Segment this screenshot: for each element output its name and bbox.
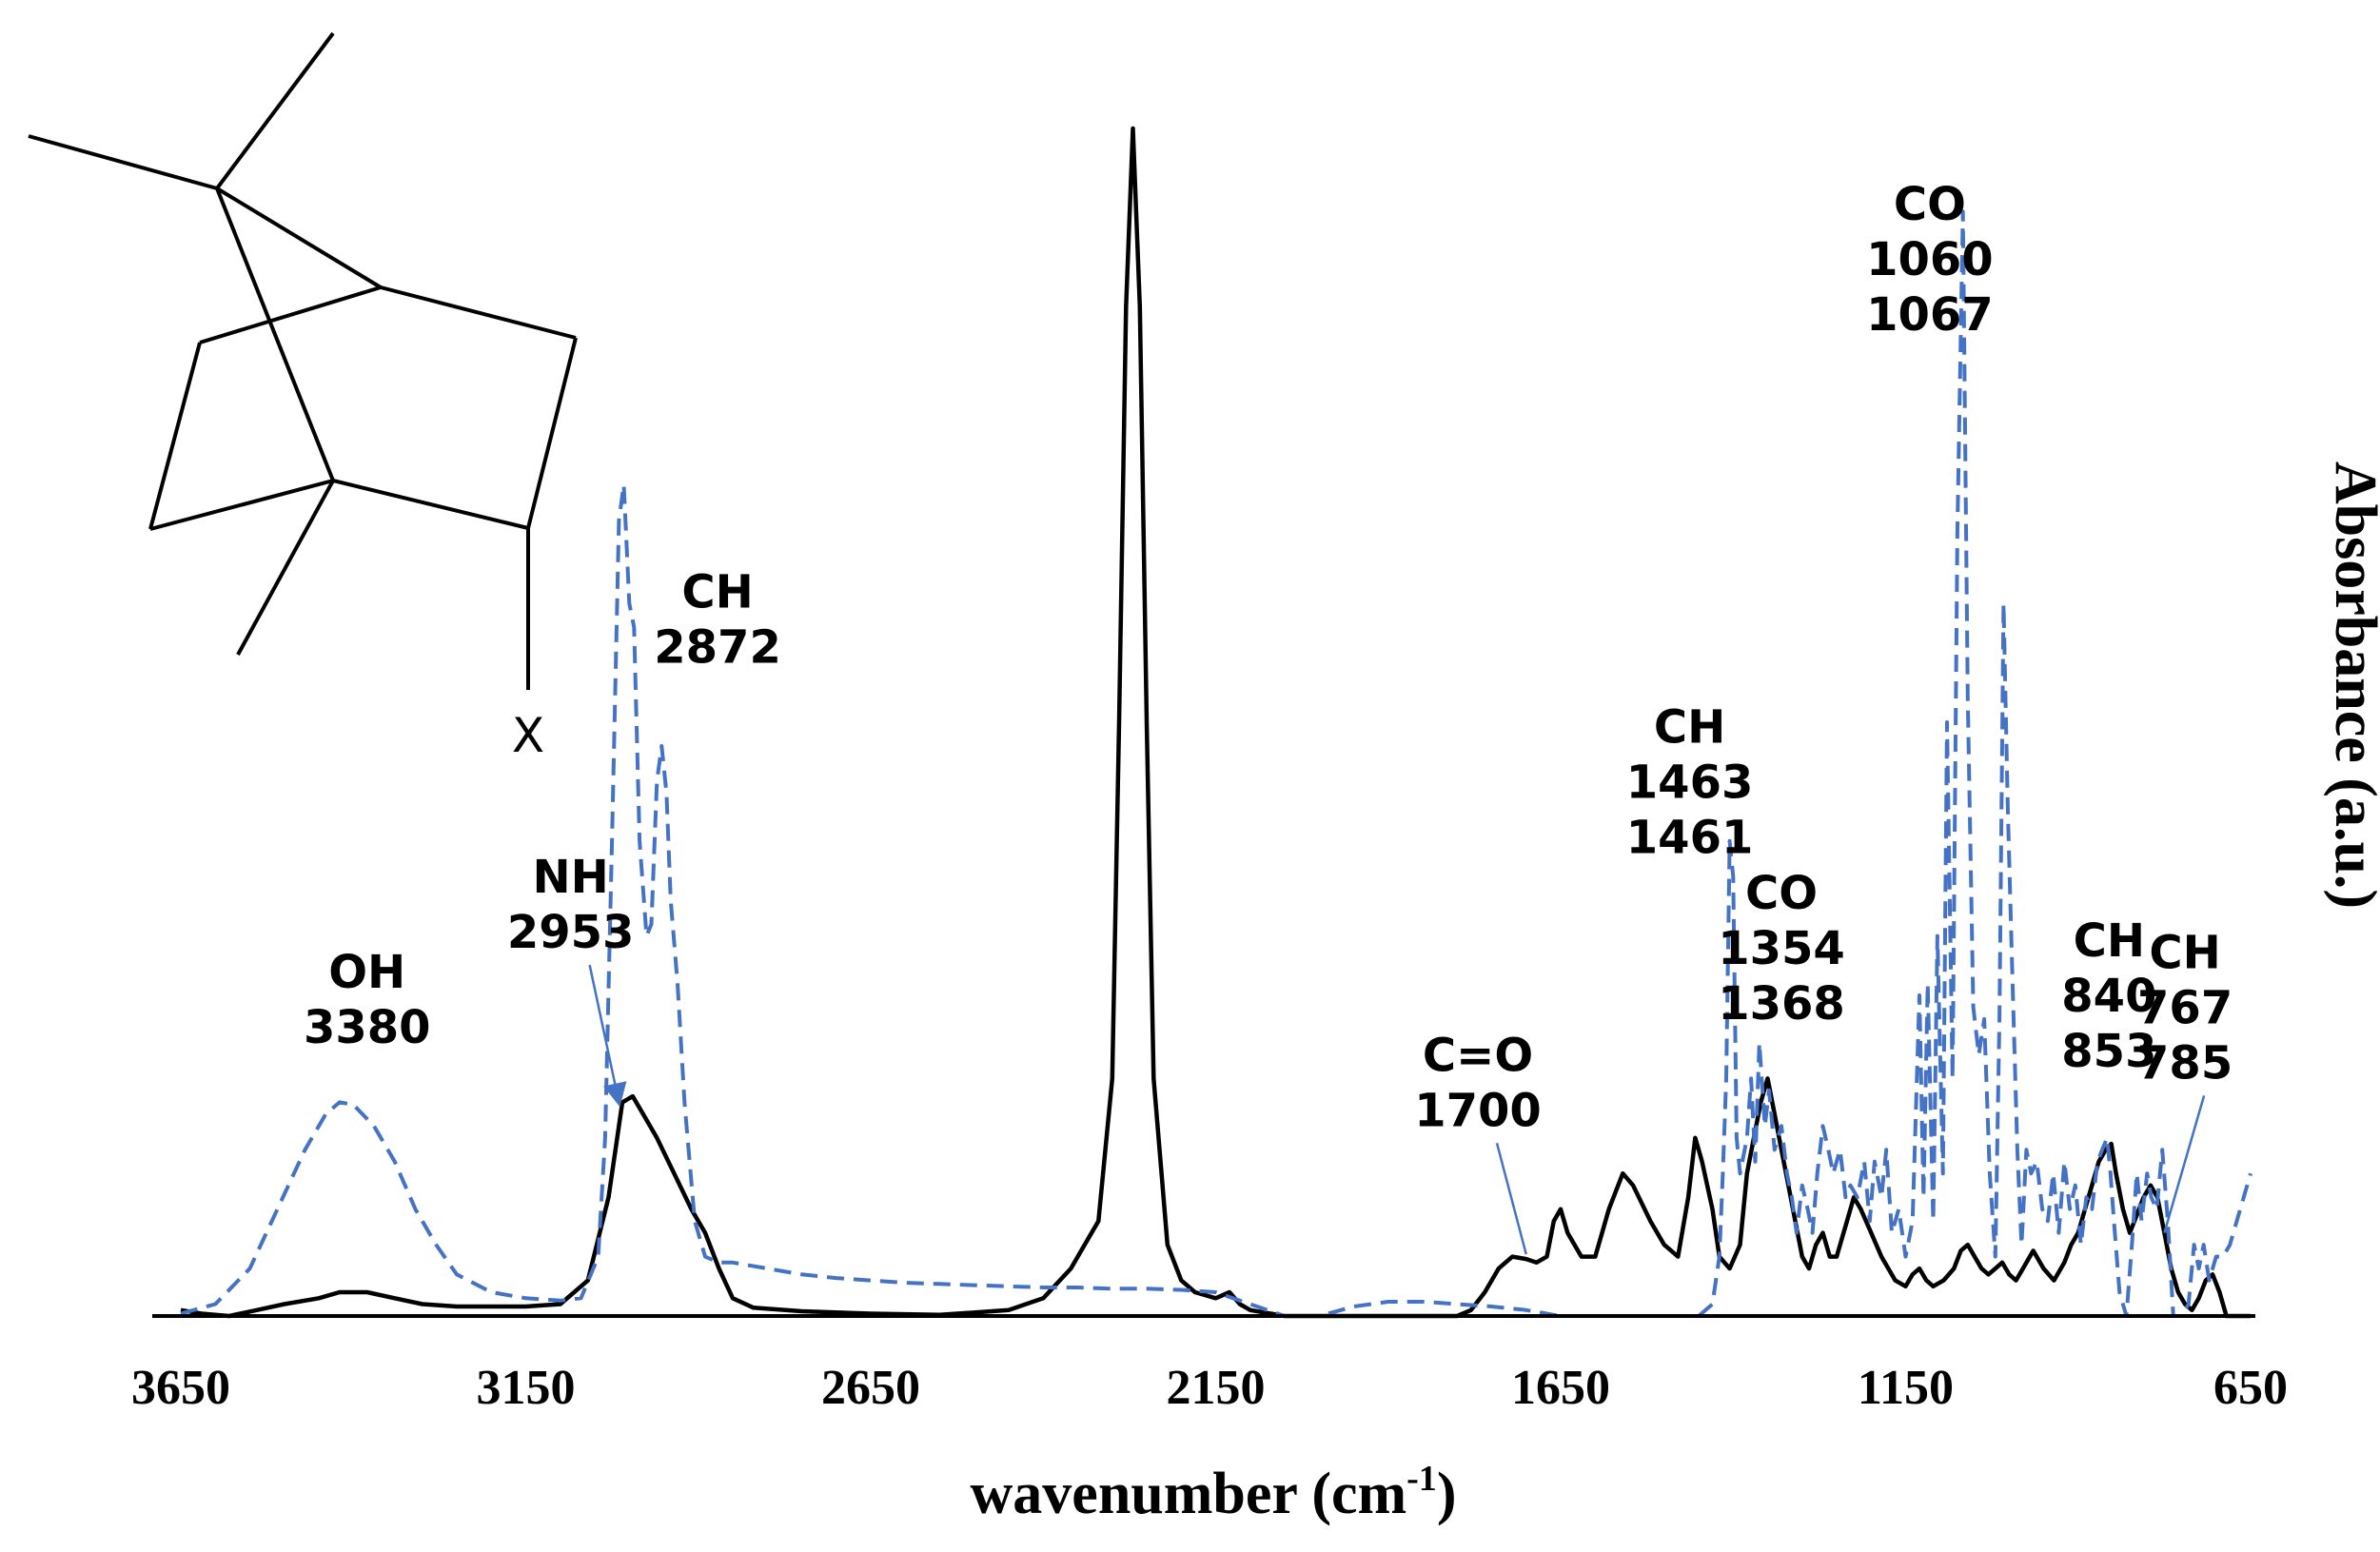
annotation-label: OH	[328, 946, 405, 999]
annotation-label: 785	[2137, 1036, 2232, 1090]
peak-annotations: OH3380NH2953CH2872C=O1700CH14631461CO135…	[304, 178, 2232, 1255]
annotation-label: 1463	[1626, 756, 1754, 809]
annotation-label: CH	[681, 566, 753, 619]
x-tick-labels: 3650 3150 2650 2150 1650 1150 650	[131, 1361, 2288, 1415]
annotation-leader-line	[588, 964, 627, 1108]
annotation-label: CO	[1894, 178, 1966, 231]
annotation-label: 767	[2137, 981, 2232, 1034]
x-axis-title: wavenumber (cm-1)	[971, 1459, 1457, 1526]
x-tick-label: 650	[2213, 1361, 2288, 1415]
annotation-leader-line	[1495, 1143, 1527, 1255]
annotation-label: 1700	[1414, 1084, 1542, 1137]
annotation-label: NH	[532, 851, 608, 904]
x-tick-label: 2150	[1167, 1361, 1266, 1415]
annotation-label: C=O	[1423, 1029, 1533, 1082]
annotation-label: 1060	[1866, 233, 1994, 286]
annotation-label: 1461	[1626, 811, 1754, 864]
annotation-label: 3380	[304, 1001, 431, 1054]
x-axis-title-superscript: -1	[1406, 1459, 1437, 1499]
series-line-dashed	[180, 209, 2252, 1318]
x-tick-label: 1150	[1858, 1361, 1954, 1415]
annotation-label: 2953	[507, 906, 635, 959]
substituent-x-label: X	[512, 708, 544, 763]
annotation-label: CH	[2074, 914, 2145, 968]
x-tick-label: 3650	[131, 1361, 230, 1415]
molecule-structure	[28, 31, 578, 690]
annotation-label: CH	[2149, 926, 2220, 979]
x-tick-label: 1650	[1511, 1361, 1610, 1415]
y-axis-title: Absorbance (a.u.)	[2323, 462, 2380, 909]
annotation-leader-line	[2163, 1095, 2206, 1233]
x-tick-label: 2650	[821, 1361, 920, 1415]
annotation-label: 853	[2061, 1025, 2156, 1078]
x-tick-label: 3150	[477, 1361, 576, 1415]
annotation-label: 2872	[654, 621, 781, 675]
annotation-label: 1067	[1866, 288, 1994, 342]
x-axis-title-end: )	[1437, 1462, 1457, 1526]
series-layer	[180, 126, 2252, 1319]
annotation-label: 1354	[1718, 922, 1845, 975]
annotation-label: 840	[2061, 970, 2156, 1023]
annotation-label: CO	[1745, 867, 1818, 920]
annotation-label: 1368	[1718, 977, 1845, 1031]
annotation-label: CH	[1654, 700, 1725, 754]
x-axis-title-main: wavenumber (cm	[971, 1462, 1407, 1526]
